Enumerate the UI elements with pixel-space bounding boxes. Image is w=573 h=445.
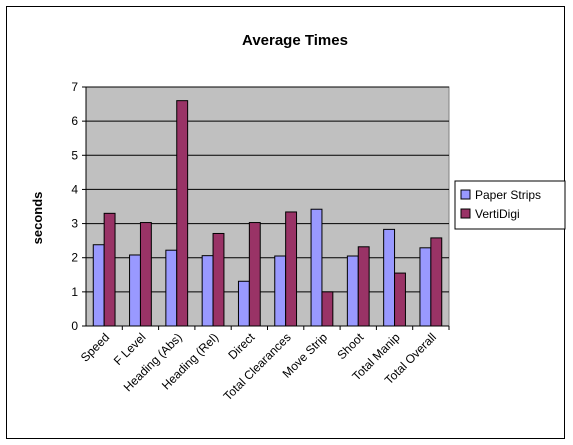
bar [238, 281, 249, 326]
bar [213, 233, 224, 326]
legend-label: VertiDigi [475, 207, 520, 221]
bar [286, 212, 297, 326]
bar [395, 273, 406, 326]
x-tick-label: Speed [78, 330, 112, 364]
bar [104, 213, 115, 326]
chart-title: Average Times [242, 32, 348, 49]
bar [384, 229, 395, 326]
y-axis-label: seconds [30, 192, 45, 245]
y-tick-label: 5 [71, 148, 78, 162]
bar [347, 256, 358, 326]
y-tick-label: 1 [71, 285, 78, 299]
x-tick-label: Shoot [334, 330, 367, 363]
bar [140, 223, 151, 326]
bar [202, 256, 213, 326]
legend-label: Paper Strips [475, 188, 541, 202]
bar [130, 255, 141, 326]
bar [431, 238, 442, 326]
y-tick-label: 4 [71, 182, 78, 196]
bar [311, 209, 322, 326]
legend-swatch [461, 190, 470, 199]
bar [93, 245, 104, 326]
x-tick-label: Direct [225, 330, 258, 363]
bar [420, 248, 431, 326]
bar [166, 250, 177, 326]
legend: Paper Strips VertiDigi [455, 181, 565, 229]
legend-swatch [461, 209, 470, 218]
y-tick-label: 6 [71, 114, 78, 128]
y-tick-label: 3 [71, 217, 78, 231]
y-tick-label: 0 [71, 319, 78, 333]
y-tick-label: 2 [71, 251, 78, 265]
bar [249, 223, 260, 326]
chart-area: Average Times seconds 0 1 2 3 4 5 6 7 Speed F Lev… [6, 6, 565, 439]
bar [358, 247, 369, 326]
bar [177, 101, 188, 326]
y-tick-label: 7 [71, 80, 78, 94]
bar [322, 292, 333, 326]
bar [275, 256, 286, 326]
